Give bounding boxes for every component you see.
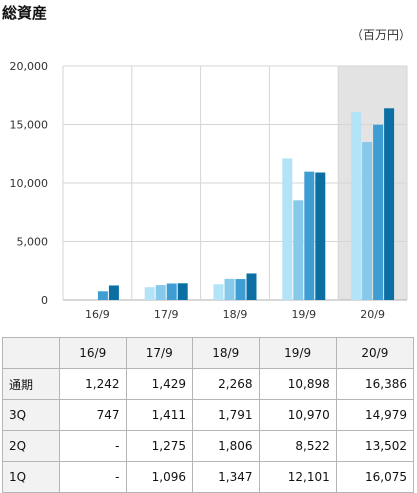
x-tick-label: 16/9 [85,308,110,321]
table-header-cell: 18/9 [192,337,260,369]
table-cell: 1,275 [125,430,193,462]
table-cell: 1,242 [59,368,127,400]
bar-chart: 0 5,000 10,000 15,000 20,000 16/9 17/9 18/9 19/9… [10,60,408,321]
table-row: 2Q - 1,275 1,806 8,522 13,502 [2,430,415,462]
y-tick-label: 20,000 [10,60,49,73]
bar [293,200,304,300]
row-label: 3Q [2,399,60,431]
table-cell: 1,806 [192,430,260,462]
y-tick-label: 0 [41,294,48,307]
table-cell: 16,386 [335,368,415,400]
bar [177,283,188,300]
bar [155,285,166,300]
table-cell: 16,075 [335,461,415,493]
table-cell: 1,411 [125,399,193,431]
table-header-cell: 20/9 [335,337,415,369]
table-cell: 1,096 [125,461,193,493]
y-tick-label: 10,000 [10,177,49,190]
chart-title: 総資産 [2,4,48,22]
table-cell: 1,347 [192,461,260,493]
table-header-row: 16/9 17/9 18/9 19/9 20/9 [2,337,415,369]
row-label: 通期 [2,368,60,400]
table-header-cell: 17/9 [125,337,193,369]
table-row: 通期 1,242 1,429 2,268 10,898 16,386 [2,368,415,400]
bar [213,284,224,300]
bar [246,273,257,300]
bar [97,291,108,300]
bar [282,158,293,300]
table-row: 1Q - 1,096 1,347 12,101 16,075 [2,461,415,493]
x-tick-label: 18/9 [223,308,248,321]
table-corner-cell [2,337,60,369]
bar [166,283,177,300]
table-header-cell: 19/9 [258,337,337,369]
table-cell: 1,791 [192,399,260,431]
bar [373,124,384,300]
row-label: 2Q [2,430,60,462]
y-tick-label: 15,000 [10,119,49,132]
bar [108,285,119,300]
table-cell: 1,429 [125,368,193,400]
x-tick-label: 20/9 [360,308,385,321]
table-cell: 10,898 [258,368,337,400]
table-header-cell: 16/9 [59,337,127,369]
x-tick-label: 19/9 [291,308,316,321]
bar [315,172,326,300]
table-cell: - [59,430,127,462]
bar [351,111,362,300]
row-label: 1Q [2,461,60,493]
bar [224,278,235,300]
table-cell: 14,979 [335,399,415,431]
table-cell: 13,502 [335,430,415,462]
bar [304,171,315,300]
table-cell: 8,522 [258,430,337,462]
y-tick-label: 5,000 [17,236,49,249]
table-cell: 10,970 [258,399,337,431]
bar [384,108,395,300]
bar [362,142,373,300]
unit-label: （百万円） [350,28,411,42]
bar [144,287,155,300]
table-row: 3Q 747 1,411 1,791 10,970 14,979 [2,399,415,431]
table-cell: 12,101 [258,461,337,493]
table-cell: 747 [59,399,127,431]
table-cell: 2,268 [192,368,260,400]
x-tick-label: 17/9 [154,308,179,321]
data-table: 16/9 17/9 18/9 19/9 20/9 通期 1,242 1,429 … [2,337,415,493]
table-cell: - [59,461,127,493]
bar [235,279,246,300]
